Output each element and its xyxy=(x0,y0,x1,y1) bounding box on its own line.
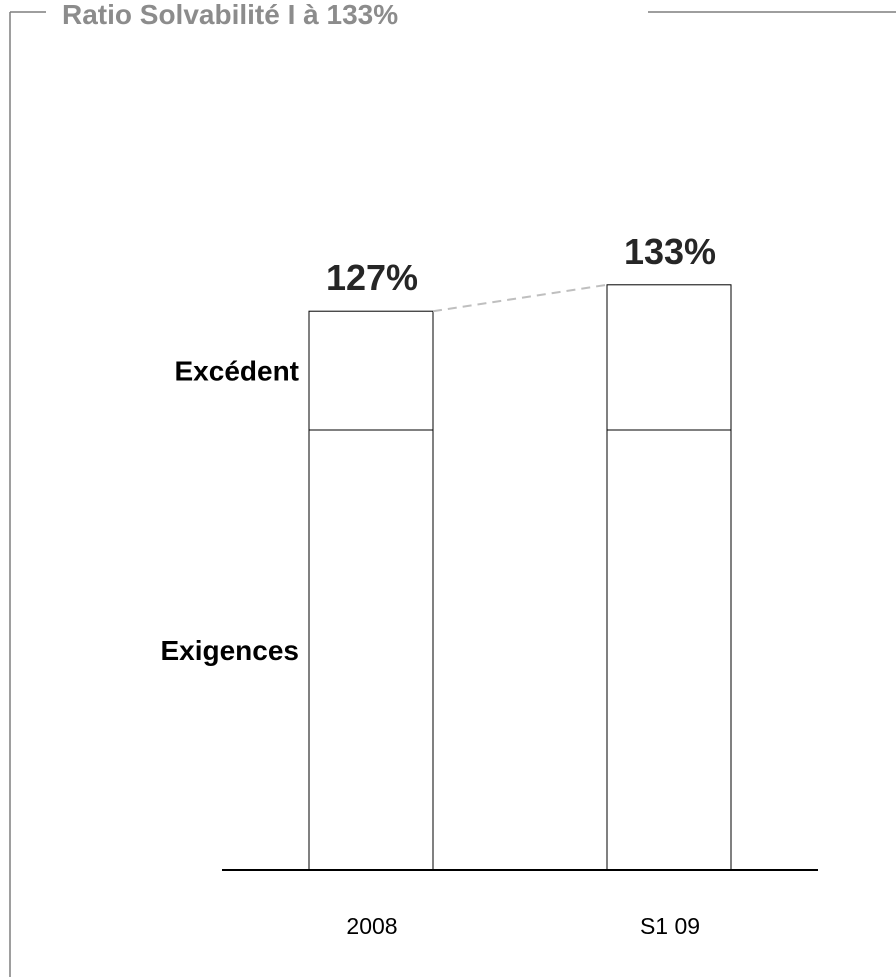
connector-line-0 xyxy=(432,283,608,313)
bar-segment-exc-dent-0 xyxy=(308,310,434,431)
series-label-0: Exigences xyxy=(160,635,299,666)
total-label-0: 127% xyxy=(326,257,418,298)
bar-segment-exigences-1 xyxy=(606,429,732,871)
bar-segment-exc-dent-1 xyxy=(606,284,732,431)
chart-title: Ratio Solvabilité I à 133% xyxy=(62,0,398,30)
total-label-1: 133% xyxy=(624,231,716,272)
category-label-1: S1 09 xyxy=(640,913,700,939)
chart-frame: Ratio Solvabilité I à 133% xyxy=(9,0,896,977)
series-label-1: Excédent xyxy=(175,356,300,387)
bar-segment-exigences-0 xyxy=(308,429,434,871)
category-label-0: 2008 xyxy=(346,913,397,939)
plot-area: 127% 2008 133% S1 09 Exigences Excédent xyxy=(160,231,732,939)
